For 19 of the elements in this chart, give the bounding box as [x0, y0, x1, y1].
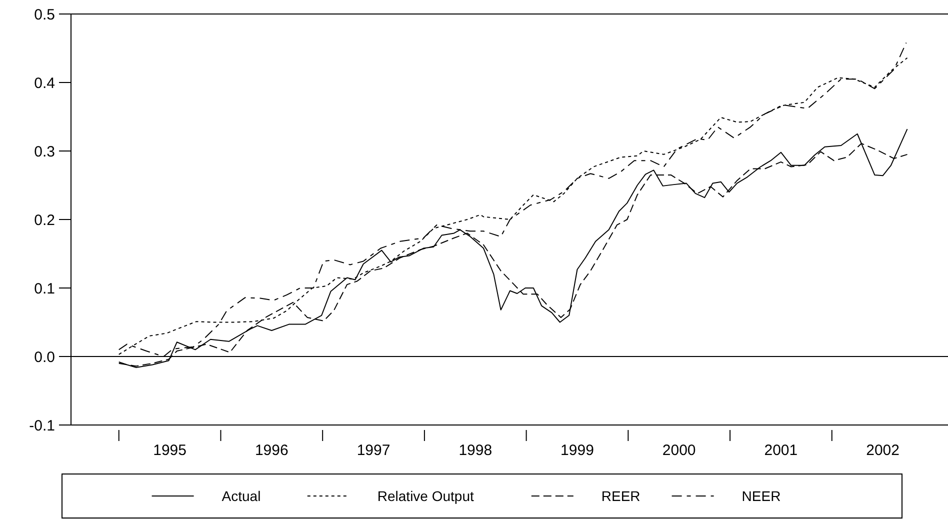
x-tick-label: 1999 — [560, 442, 594, 459]
legend-label: Relative Output — [377, 488, 474, 504]
legend-label: NEER — [742, 488, 781, 504]
x-tick-label: 2001 — [764, 442, 798, 459]
legend-label: Actual — [222, 488, 261, 504]
y-tick-label: -0.1 — [29, 417, 55, 434]
x-tick-label: 1998 — [458, 442, 492, 459]
y-tick-label: 0.1 — [34, 280, 55, 298]
x-tick-label: 1996 — [254, 442, 288, 459]
y-tick-label: 0.5 — [34, 6, 55, 24]
y-tick-label: 0.2 — [34, 212, 55, 229]
x-tick-label: 2000 — [662, 442, 696, 459]
y-tick-label: 0.4 — [34, 74, 55, 92]
x-tick-label: 2002 — [866, 442, 900, 459]
x-tick-label: 1997 — [356, 442, 390, 459]
y-tick-label: 0.3 — [34, 143, 55, 160]
x-tick-label: 1995 — [153, 442, 186, 459]
legend-label: REER — [601, 488, 640, 504]
y-tick-label: 0.0 — [34, 348, 55, 366]
